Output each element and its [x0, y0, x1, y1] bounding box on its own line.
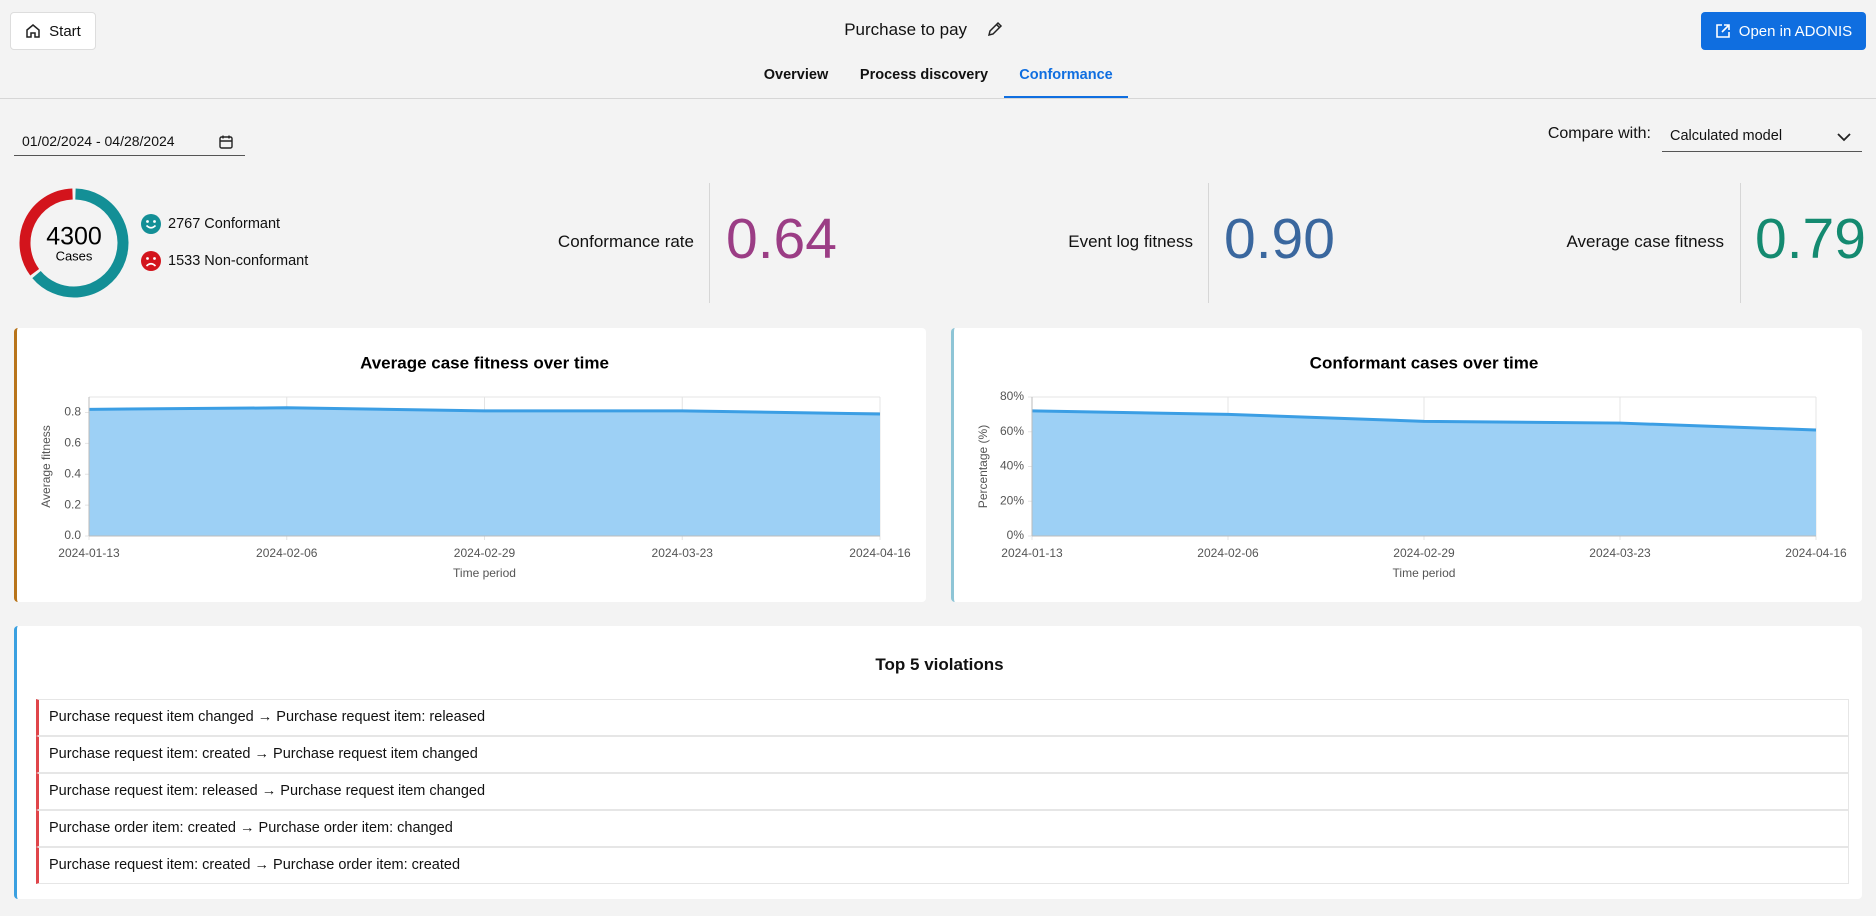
violation-row: Purchase request item: created → Purchas…	[36, 847, 1849, 884]
conformant-label: Conformant	[204, 216, 281, 232]
y-tick-label: 0.2	[64, 497, 81, 511]
area-line	[88, 406, 881, 416]
chevron-icon	[1837, 133, 1851, 142]
x-tick-label: 2024-04-16	[849, 546, 911, 560]
chart: Average case fitness over time Average fi…	[39, 353, 911, 580]
y-tick-label: 40%	[1000, 459, 1024, 473]
x-axis-title: Time period	[453, 566, 516, 580]
metric-label: Event log fitness	[1068, 232, 1193, 251]
edit-icon[interactable]	[986, 20, 1004, 38]
violation-row: Purchase request item: released → Purcha…	[36, 773, 1849, 810]
open-adonis-button[interactable]: Open in ADONIS	[1701, 12, 1866, 50]
x-tick-label: 2024-02-06	[1197, 546, 1259, 560]
date-range-input[interactable]: 01/02/2024 - 04/28/2024	[14, 128, 245, 156]
y-tick-label: 0.8	[64, 405, 81, 419]
violation-row: Purchase order item: created → Purchase …	[36, 810, 1849, 847]
compare-label: Compare with:	[1547, 125, 1651, 142]
separator	[709, 183, 710, 303]
chart: Conformant cases over time Percentage (%)…	[976, 353, 1847, 580]
y-tick-label: 0%	[1007, 528, 1025, 542]
external-icon	[1715, 24, 1730, 38]
cases-total: 4300	[46, 223, 102, 251]
donut-arc	[19, 188, 73, 276]
violation-row: Purchase request item changed → Purchase…	[36, 699, 1849, 736]
start-label: Start	[49, 22, 81, 40]
start-button[interactable]: Start	[10, 12, 96, 50]
area-line	[1031, 409, 1817, 432]
y-tick-label: 0.4	[64, 466, 81, 480]
tab[interactable]: Conformance	[1004, 64, 1128, 98]
tab[interactable]: Overview	[763, 67, 829, 83]
home-icon	[26, 24, 40, 38]
y-tick-label: 20%	[1000, 493, 1024, 507]
violation-row: Purchase request item: created → Purchas…	[36, 736, 1849, 773]
page-title: Purchase to pay	[700, 20, 1148, 40]
metric-label: Average case fitness	[1566, 232, 1725, 251]
date-range: 01/02/2024 - 04/28/2024	[22, 133, 175, 149]
tab-bar: Overview Process discovery Conformance	[0, 64, 1876, 99]
chart-title: Average case fitness over time	[360, 353, 609, 372]
x-tick-label: 2024-04-16	[1785, 546, 1847, 560]
chart-title: Conformant cases over time	[1310, 353, 1539, 372]
non-conformant-label: Non-conformant	[204, 253, 309, 269]
y-axis-title: Percentage (%)	[976, 425, 990, 508]
x-tick-label: 2024-02-06	[256, 546, 318, 560]
metric-value: 0.64	[726, 207, 837, 271]
separator	[1740, 183, 1741, 303]
x-tick-label: 2024-03-23	[652, 546, 714, 560]
donut-arc	[32, 188, 129, 298]
x-tick-label: 2024-02-29	[454, 546, 516, 560]
violations-title: Top 5 violations	[875, 655, 1004, 674]
y-tick-label: 0.0	[64, 528, 81, 542]
separator	[1208, 183, 1209, 303]
x-tick-label: 2024-03-23	[1589, 546, 1651, 560]
non-conformant-count: 1533	[168, 253, 201, 269]
compare-value: Calculated model	[1670, 128, 1783, 144]
y-tick-label: 0.6	[64, 436, 81, 450]
compare-select[interactable]: Calculated model	[1662, 122, 1862, 152]
x-tick-label: 2024-01-13	[58, 546, 120, 560]
calendar-icon	[219, 135, 233, 149]
fitness-card: Average case fitness over time Average fi…	[14, 328, 926, 602]
legend-conformant: 2767 Conformant	[140, 213, 280, 235]
x-axis-title: Time period	[1393, 566, 1456, 580]
legend-non-conformant: 1533 Non-conformant	[140, 250, 308, 272]
cases-label: Cases	[56, 248, 93, 263]
conformant-count: 2767	[168, 216, 201, 232]
area-fill	[89, 407, 880, 536]
y-axis-title: Average fitness	[39, 425, 53, 508]
cases-donut: 4300 Cases	[19, 188, 129, 298]
tab[interactable]: Process discovery	[859, 67, 989, 83]
y-tick-label: 80%	[1000, 389, 1024, 403]
x-tick-label: 2024-01-13	[1001, 546, 1063, 560]
x-tick-label: 2024-02-29	[1393, 546, 1455, 560]
smile-icon	[141, 214, 161, 234]
violations-card: Top 5 violations Purchase request item c…	[14, 626, 1862, 899]
frown-icon	[141, 251, 161, 271]
open-label: Open in ADONIS	[1738, 22, 1853, 40]
metric-label: Conformance rate	[557, 232, 694, 251]
metric-value: 0.79	[1755, 207, 1866, 271]
metric-value: 0.90	[1224, 207, 1335, 271]
title-text: Purchase to pay	[844, 20, 968, 39]
conformant-card: Conformant cases over time Percentage (%)…	[951, 328, 1862, 602]
area-fill	[1032, 410, 1816, 536]
y-tick-label: 60%	[1000, 424, 1024, 438]
